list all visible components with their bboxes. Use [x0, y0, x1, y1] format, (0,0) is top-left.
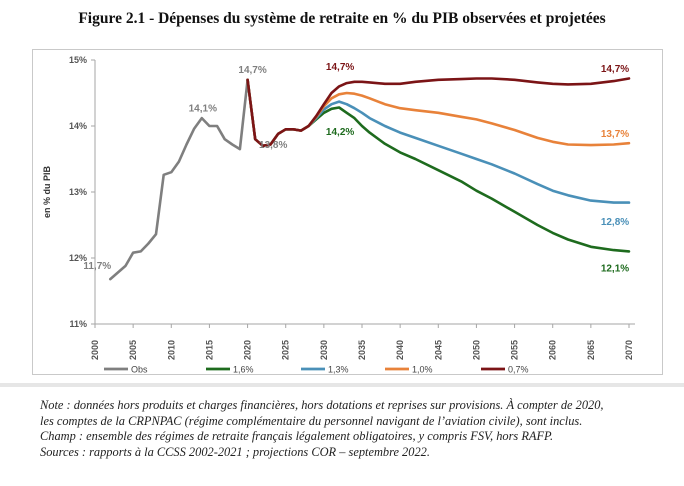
- separator: [0, 383, 684, 387]
- line-chart: 11% 12% 13% 14% 15% 2000 2005 2010 2015 2020 2025 2…: [42, 55, 635, 375]
- x-tick-label: 2035: [357, 340, 367, 360]
- y-tick-label: 14%: [69, 121, 87, 131]
- data-label: 14,7%: [238, 65, 266, 76]
- legend: Obs 1,6% 1,3% 1,0% 0,7%: [104, 365, 529, 375]
- note-line: les comptes de la CRPNPAC (régime complé…: [40, 413, 583, 428]
- series-line-obs: [109, 78, 249, 281]
- data-label: 12,1%: [601, 263, 629, 274]
- data-label: 13,8%: [259, 140, 287, 151]
- x-tick-label: 2025: [281, 340, 291, 360]
- legend-label: 1,6%: [233, 365, 254, 375]
- data-labels: 11,7% 14,1% 14,7% 13,8% 14,7% 14,2% 14,7% 13,7%…: [83, 62, 629, 275]
- series-line-1-0-: [246, 78, 631, 148]
- x-tick-label: 2050: [471, 340, 481, 360]
- data-label: 14,7%: [326, 62, 354, 73]
- note-line: Note : données hors produits et charges …: [40, 398, 604, 412]
- data-label: 14,2%: [326, 127, 354, 138]
- data-label: 14,1%: [189, 103, 217, 114]
- data-label: 14,7%: [601, 64, 629, 75]
- x-tick-label: 2070: [624, 340, 634, 360]
- x-tick-label: 2060: [548, 340, 558, 360]
- legend-label: Obs: [131, 365, 148, 375]
- chart-frame: [32, 49, 663, 375]
- x-tick-label: 2015: [204, 340, 214, 360]
- series-line-0-7-: [246, 77, 631, 148]
- series-lines: [109, 77, 631, 281]
- figure-notes: Note : données hors produits et charges …: [40, 398, 680, 460]
- y-axis-label: en % du PIB: [42, 166, 52, 219]
- y-tick-label: 13%: [69, 187, 87, 197]
- figure-title: Figure 2.1 - Dépenses du système de retr…: [78, 10, 606, 27]
- legend-label: 1,3%: [328, 365, 349, 375]
- x-tick-label: 2005: [128, 340, 138, 360]
- series-line-1-6-: [246, 78, 631, 253]
- y-tick-label: 15%: [69, 55, 87, 65]
- legend-label: 1,0%: [412, 365, 433, 375]
- x-tick-label: 2030: [319, 340, 329, 360]
- champ-line: Champ : ensemble des régimes de retraite…: [40, 429, 554, 443]
- data-label: 11,7%: [83, 261, 111, 272]
- sources-line: Sources : rapports à la CCSS 2002-2021 ;…: [40, 444, 430, 459]
- axes: 11% 12% 13% 14% 15% 2000 2005 2010 2015 2020 2025 2…: [69, 55, 635, 360]
- data-label: 12,8%: [601, 217, 629, 228]
- x-tick-label: 2020: [243, 340, 253, 360]
- series-line-1-3-: [246, 78, 631, 204]
- x-tick-label: 2040: [395, 340, 405, 360]
- y-tick-label: 11%: [69, 319, 87, 329]
- x-tick-label: 2065: [586, 340, 596, 360]
- x-tick-label: 2055: [510, 340, 520, 360]
- x-tick-label: 2000: [90, 340, 100, 360]
- data-label: 13,7%: [601, 129, 629, 140]
- x-tick-label: 2045: [433, 340, 443, 360]
- legend-label: 0,7%: [508, 365, 529, 375]
- x-tick-label: 2010: [166, 340, 176, 360]
- y-tick-label: 12%: [69, 253, 87, 263]
